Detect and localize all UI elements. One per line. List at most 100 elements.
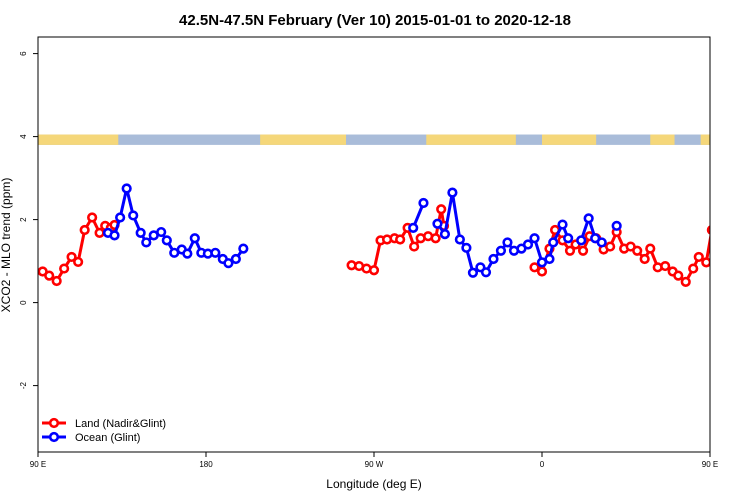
y-tick-label: -2	[19, 381, 28, 389]
y-tick-label: 0	[19, 300, 28, 305]
series-layer	[38, 183, 750, 287]
mask-land-segment	[260, 134, 346, 145]
ocean-point	[611, 220, 622, 231]
ocean-point	[461, 242, 472, 253]
legend-ocean-label: Ocean (Glint)	[75, 432, 140, 444]
x-tick-label: 0	[540, 460, 545, 469]
land-point	[673, 270, 684, 281]
ocean-point	[454, 234, 465, 245]
land-point	[743, 221, 750, 229]
land-point	[395, 234, 406, 245]
land-point	[66, 251, 77, 263]
land-point	[529, 262, 540, 273]
ocean-point	[740, 232, 748, 240]
ocean-point	[502, 237, 513, 248]
land-point	[645, 243, 656, 254]
ocean-point	[121, 183, 132, 194]
legend-land-marker	[48, 417, 60, 429]
chart-title: 42.5N-47.5N February (Ver 10) 2015-01-01…	[179, 12, 571, 29]
legend-land-label: Land (Nadir&Glint)	[75, 418, 166, 430]
land-point	[409, 241, 420, 252]
y-tick-label: 4	[19, 134, 28, 139]
land-point	[717, 214, 725, 222]
x-tick-label: 90 E	[702, 460, 718, 469]
x-tick-label: 90 W	[365, 460, 384, 469]
land-point	[79, 224, 90, 236]
x-tick-label: 180	[199, 460, 213, 469]
ocean-series-line	[736, 188, 750, 242]
ocean-point	[557, 219, 568, 230]
land-point	[87, 212, 98, 223]
ocean-point	[746, 214, 750, 222]
ocean-point	[548, 237, 559, 248]
y-tick-label: 6	[19, 51, 28, 56]
ocean-point	[189, 233, 200, 244]
ocean-point	[432, 218, 443, 229]
ocean-point	[210, 247, 221, 258]
ocean-point	[495, 245, 507, 256]
ocean-point	[156, 226, 167, 238]
land-point	[701, 257, 710, 268]
mask-ocean-band	[38, 134, 710, 145]
y-axis-label: XCO2 - MLO trend (ppm)	[0, 178, 13, 313]
y-tick-label: 2	[19, 217, 28, 222]
ocean-point	[115, 212, 126, 223]
x-axis-label: Longitude (deg E)	[326, 477, 421, 491]
land-point	[73, 256, 84, 268]
legend-ocean-marker	[48, 431, 60, 443]
axes: 90 E 180 90 W 0 90 E -2 0 2 4 6	[19, 51, 718, 469]
mask-land-segment	[38, 134, 119, 145]
ocean-point	[488, 253, 499, 265]
ocean-point	[223, 258, 234, 269]
land-point	[706, 225, 710, 235]
ocean-point	[544, 253, 555, 265]
ocean-point	[230, 253, 241, 265]
land-point	[680, 276, 691, 287]
land-point	[59, 263, 70, 274]
mask-land-segment	[542, 134, 597, 145]
land-point	[660, 260, 671, 272]
land-point	[430, 233, 441, 244]
land-point	[693, 251, 704, 263]
mask-land-segment	[650, 134, 675, 145]
plot-frame	[37, 36, 711, 453]
land-point	[564, 245, 576, 256]
land-point	[577, 245, 589, 256]
land-point	[436, 204, 447, 215]
land-point	[51, 275, 62, 287]
land-point	[688, 263, 699, 274]
ocean-point	[480, 267, 492, 278]
land-point	[605, 241, 616, 252]
ocean-point	[583, 213, 594, 224]
ocean-point	[109, 230, 120, 241]
ocean-point	[529, 233, 540, 244]
ocean-point	[467, 267, 479, 278]
ocean-point	[447, 187, 458, 198]
mask-land-segment	[426, 134, 516, 145]
surface-mask-strip	[38, 134, 710, 145]
land-point	[738, 224, 746, 232]
ocean-point	[418, 197, 429, 209]
land-point	[536, 266, 548, 277]
ocean-point	[141, 237, 152, 248]
land-point	[44, 270, 55, 281]
ocean-point	[522, 239, 534, 250]
ocean-point	[576, 235, 587, 246]
x-tick-label: 90 E	[30, 460, 46, 469]
ocean-point	[732, 230, 740, 238]
ocean-point	[161, 235, 172, 246]
ocean-point	[135, 227, 146, 238]
ocean-point	[238, 243, 249, 254]
ocean-point	[182, 248, 193, 259]
ocean-point	[439, 229, 451, 240]
legend: Land (Nadir&Glint) Ocean (Glint)	[42, 417, 166, 444]
land-point	[368, 265, 380, 276]
ocean-point	[563, 233, 574, 244]
land-point	[639, 253, 650, 265]
land-point	[723, 229, 731, 237]
mask-land-segment	[700, 134, 710, 145]
ocean-point	[128, 210, 139, 221]
land-point	[94, 227, 105, 238]
land-point	[730, 222, 738, 230]
